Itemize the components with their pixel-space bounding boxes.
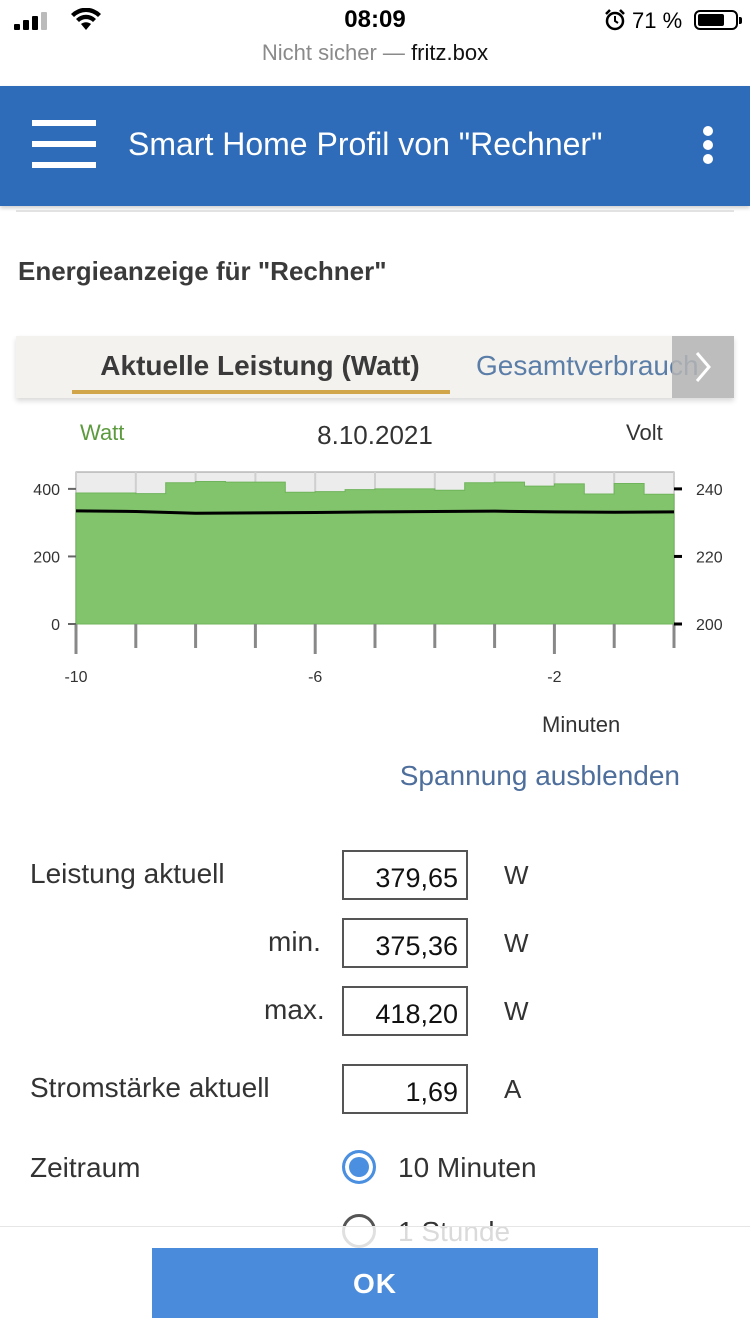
- active-tab-indicator: [72, 390, 450, 394]
- app-header: Smart Home Profil von "Rechner": [0, 86, 750, 206]
- wifi-icon: [71, 8, 101, 30]
- chart-tabs: Aktuelle Leistung (Watt) Gesamtverbrauch: [16, 336, 734, 398]
- tab-current-power[interactable]: Aktuelle Leistung (Watt): [100, 350, 420, 381]
- min-unit: W: [504, 928, 529, 958]
- x-axis-label: Minuten: [542, 712, 621, 737]
- max-label: max.: [264, 994, 325, 1025]
- current-label: Stromstärke aktuell: [30, 1072, 270, 1103]
- y-right-tick-label: 220: [696, 549, 723, 566]
- y-right-tick-label: 240: [696, 482, 723, 499]
- cellular-signal-icon: [14, 12, 47, 30]
- url-bar[interactable]: Nicht sicher — fritz.box: [0, 40, 750, 66]
- x-tick-label: -10: [64, 669, 87, 686]
- period-label: Zeitraum: [30, 1152, 141, 1183]
- ok-button[interactable]: OK: [152, 1248, 598, 1318]
- status-bar: 08:09 71 %: [0, 0, 750, 44]
- current-unit: A: [504, 1074, 522, 1104]
- x-tick-label: -6: [308, 669, 322, 686]
- alarm-icon: [605, 9, 625, 31]
- max-value-field: 418,20: [342, 986, 468, 1036]
- power-label: Leistung aktuell: [30, 858, 225, 889]
- power-unit: W: [504, 860, 529, 890]
- y-left-tick-label: 0: [51, 617, 60, 634]
- radio-10-minutes[interactable]: [342, 1150, 376, 1184]
- min-label: min.: [268, 926, 321, 957]
- tab-scroll-button[interactable]: [672, 336, 734, 398]
- power-value-field: 379,65: [342, 850, 468, 900]
- hamburger-menu-icon[interactable]: [32, 120, 96, 170]
- battery-percentage: 71 %: [632, 8, 683, 33]
- radio-10-minutes-label[interactable]: 10 Minuten: [398, 1152, 537, 1183]
- more-vertical-icon[interactable]: [698, 126, 718, 170]
- url-host: fritz.box: [411, 40, 489, 65]
- section-heading: Energieanzeige für "Rechner": [18, 256, 387, 286]
- page-title: Smart Home Profil von "Rechner": [128, 126, 603, 162]
- battery-icon: [694, 10, 742, 30]
- status-time: 08:09: [344, 6, 406, 33]
- x-tick-label: -2: [547, 669, 561, 686]
- volt-series-line: [75, 509, 675, 515]
- divider: [16, 210, 734, 212]
- left-axis-label: Watt: [80, 420, 125, 445]
- chart-date: 8.10.2021: [317, 420, 433, 450]
- y-left-tick-label: 200: [33, 549, 60, 566]
- y-left-tick-label: 400: [33, 482, 60, 499]
- tab-total-consumption[interactable]: Gesamtverbrauch: [476, 350, 699, 381]
- security-warning: Nicht sicher —: [261, 40, 405, 65]
- y-right-tick-label: 200: [696, 617, 723, 634]
- right-axis-label: Volt: [626, 420, 663, 445]
- min-value-field: 375,36: [342, 918, 468, 968]
- hide-voltage-link[interactable]: Spannung ausblenden: [399, 760, 680, 791]
- watt-series-area: [75, 480, 675, 625]
- power-chart: -10 -6 -2 0 200 400 200 220 240: [33, 471, 723, 686]
- current-value-field: 1,69: [342, 1064, 468, 1114]
- chevron-right-icon: [695, 352, 711, 382]
- max-unit: W: [504, 996, 529, 1026]
